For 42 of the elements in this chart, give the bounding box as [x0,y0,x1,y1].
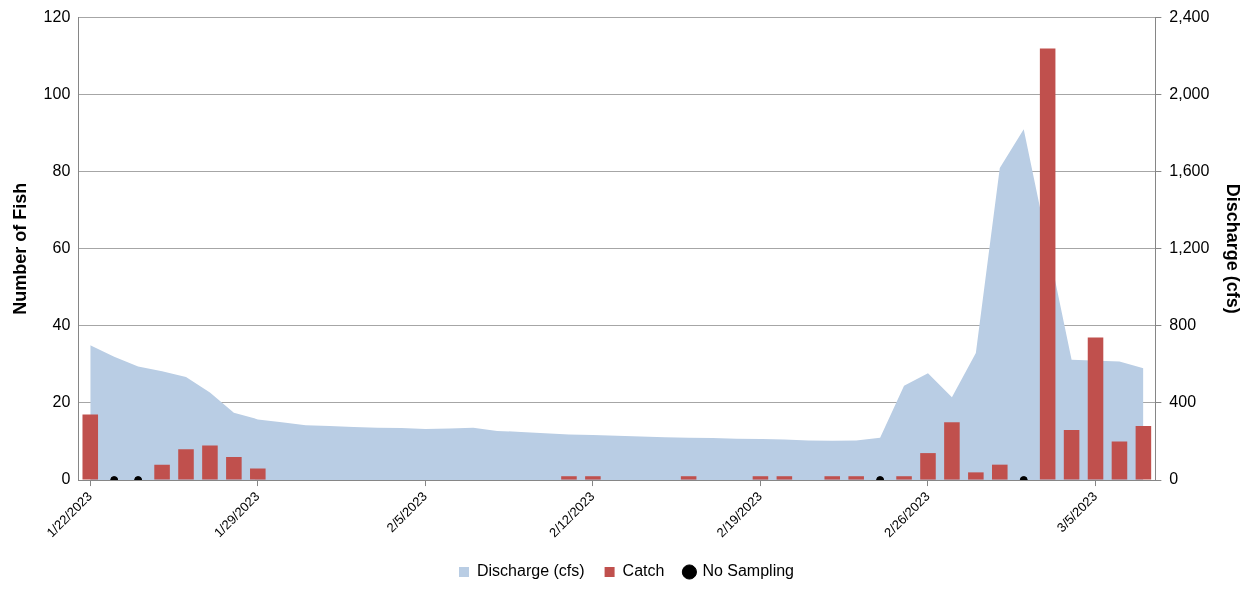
y2-axis-title: Discharge (cfs) [1223,183,1244,314]
bar [920,453,936,480]
bar [202,445,218,480]
bar [752,476,769,480]
bar [250,468,266,480]
y2-tick-label: 800 [1169,316,1197,334]
y2-tick-label: 1,200 [1169,239,1210,257]
y-tick-label: 40 [52,316,71,334]
y2-tick-label: 400 [1169,393,1197,411]
bar [154,464,170,480]
y-tick-label: 0 [61,470,71,488]
y2-tick-label: 0 [1169,470,1179,488]
y2-tick-label: 2,000 [1169,85,1210,103]
legend-label: Catch [622,562,665,580]
bar [561,476,577,480]
bar [1063,429,1080,480]
bar [585,476,601,480]
bar [1111,441,1128,480]
y-tick-label: 120 [43,8,71,26]
bar [848,476,864,480]
bar [896,476,912,480]
bar [178,449,194,480]
bar [82,414,99,480]
y2-tick-label: 2,400 [1169,8,1210,26]
y2-tick-label: 1,600 [1169,162,1210,180]
bar [968,472,984,480]
bar [776,476,793,480]
bar [1135,426,1152,480]
y-tick-label: 100 [43,85,71,103]
legend-label: Discharge (cfs) [477,562,585,580]
bar [1087,337,1104,480]
bar [226,456,242,480]
bar [944,422,960,480]
bar [1039,48,1056,480]
bar [992,464,1008,480]
legend-label: No Sampling [702,562,794,580]
y-axis-title: Number of Fish [9,182,30,315]
y-tick-label: 80 [52,162,71,180]
y-tick-label: 20 [52,393,71,411]
y-tick-label: 60 [52,239,71,257]
bar [824,476,841,480]
bar [680,476,697,480]
